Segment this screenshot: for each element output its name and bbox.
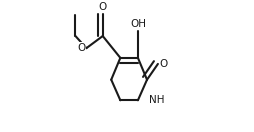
Text: O: O [99,2,107,12]
Text: OH: OH [130,19,146,29]
Text: O: O [160,59,168,69]
Text: NH: NH [149,95,164,105]
Text: O: O [77,43,85,53]
